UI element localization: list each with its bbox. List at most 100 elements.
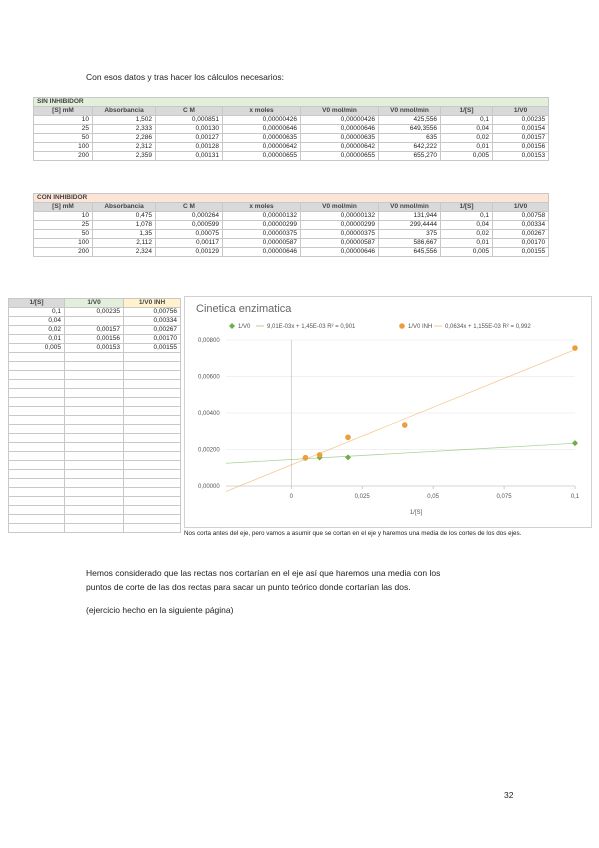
row: 0,01 0,00156 0,00170	[8, 334, 181, 344]
cell: 0,00154	[491, 124, 550, 134]
cell: 0,00156	[491, 142, 550, 152]
empty-cell	[123, 496, 181, 506]
cell: 0,00155	[123, 343, 181, 353]
empty-cell	[123, 487, 181, 497]
empty-cell	[64, 388, 124, 398]
empty-row	[8, 361, 181, 371]
cell: 0,02	[440, 229, 493, 239]
empty-row	[8, 442, 181, 452]
header-cell: C M	[155, 106, 223, 116]
cell: 0,000599	[155, 220, 223, 230]
header-cell: 1/[S]	[440, 106, 493, 116]
chart-title: Cinetica enzimatica	[196, 303, 292, 315]
cell: 0,04	[440, 124, 493, 134]
empty-cell	[123, 415, 181, 425]
row: 0,02 0,00157 0,00267	[8, 325, 181, 335]
empty-cell	[64, 406, 124, 416]
empty-cell	[8, 379, 65, 389]
cell: 0,04	[8, 316, 65, 326]
empty-cell	[123, 469, 181, 479]
cell: 0,00000132	[222, 211, 301, 221]
cell: 0,005	[440, 151, 493, 161]
cell: 0,00127	[155, 133, 223, 143]
empty-cell	[8, 406, 65, 416]
row: 200 2,324 0,00129 0,00000646 0,00000646 645,5…	[33, 247, 550, 257]
cell: 0,01	[8, 334, 65, 344]
empty-row	[8, 505, 181, 515]
cell: 0,00129	[155, 247, 223, 257]
marker	[401, 422, 408, 428]
header-cell: 1/V0 INH	[123, 298, 181, 308]
empty-cell	[123, 523, 181, 533]
header-cell: 1/V0	[491, 202, 550, 212]
empty-cell	[8, 397, 65, 407]
cell: 0,00334	[123, 316, 181, 326]
legend-trendline: 0,0634x + 1,155E-03 R² = 0,992	[445, 324, 531, 330]
table-inverse: 1/[S] 1/V0 1/V0 INH 0,1 0,00235 0,00756 0,04 0,…	[8, 298, 181, 533]
empty-cell	[8, 352, 65, 362]
header-cell: V0 mol/min	[300, 202, 379, 212]
empty-row	[8, 415, 181, 425]
legend-label: 1/V0	[238, 324, 251, 330]
cell: 375	[378, 229, 441, 239]
cell: 50	[33, 133, 93, 143]
page-number: 32	[504, 790, 514, 800]
empty-cell	[123, 433, 181, 443]
empty-cell	[64, 433, 124, 443]
empty-cell	[8, 370, 65, 380]
cell: 655,270	[378, 151, 441, 161]
x-tick-label: 0,1	[571, 494, 580, 500]
empty-cell	[123, 460, 181, 470]
empty-cell	[64, 496, 124, 506]
cell: 2,112	[92, 238, 156, 248]
empty-cell	[8, 487, 65, 497]
empty-cell	[8, 424, 65, 434]
empty-cell	[8, 442, 65, 452]
marker	[345, 434, 351, 441]
header-cell: V0 nmol/min	[378, 106, 441, 116]
legend-marker	[229, 323, 235, 329]
cell: 0,00000132	[300, 211, 379, 221]
header-cell: 1/[S]	[440, 202, 493, 212]
empty-cell	[123, 388, 181, 398]
cell: 131,944	[378, 211, 441, 221]
cell: 0,00756	[123, 307, 181, 317]
empty-cell	[64, 505, 124, 515]
empty-row	[8, 469, 181, 479]
x-axis-label: 1/[S]	[410, 510, 423, 516]
cell: 0,1	[440, 211, 493, 221]
empty-cell	[123, 406, 181, 416]
empty-cell	[8, 478, 65, 488]
cell: 0,00000642	[222, 142, 301, 152]
legend-label: 1/V0 INH	[408, 324, 432, 330]
cell: 0,00000646	[222, 124, 301, 134]
y-tick-label: 0,00400	[198, 411, 220, 417]
cell: 50	[33, 229, 93, 239]
cell: 0,02	[440, 133, 493, 143]
empty-cell	[64, 442, 124, 452]
intro: Con esos datos y tras hacer los cálculos…	[86, 72, 284, 82]
cell: 0,01	[440, 142, 493, 152]
empty-cell	[123, 505, 181, 515]
empty-cell	[123, 424, 181, 434]
y-tick-label: 0,00200	[198, 448, 220, 454]
header-cell: 1/V0	[491, 106, 550, 116]
cell: 1,078	[92, 220, 156, 230]
header-cell: V0 mol/min	[300, 106, 379, 116]
empty-cell	[123, 379, 181, 389]
empty-cell	[64, 478, 124, 488]
empty-row	[8, 496, 181, 506]
empty-row	[8, 433, 181, 443]
row: 10 1,502 0,000851 0,00000426 0,00000426 425,5…	[33, 115, 550, 125]
row: 200 2,359 0,00131 0,00000655 0,00000655 655,2…	[33, 151, 550, 161]
x-tick-label: 0,025	[355, 494, 371, 500]
legend-marker	[399, 323, 405, 329]
empty-cell	[123, 370, 181, 380]
empty-cell	[64, 523, 124, 533]
empty-cell	[123, 361, 181, 371]
cell: 100	[33, 238, 93, 248]
row: 25 1,078 0,000599 0,00000299 0,00000299 299,4…	[33, 220, 550, 230]
cell: 0,000851	[155, 115, 223, 125]
empty-cell	[8, 388, 65, 398]
